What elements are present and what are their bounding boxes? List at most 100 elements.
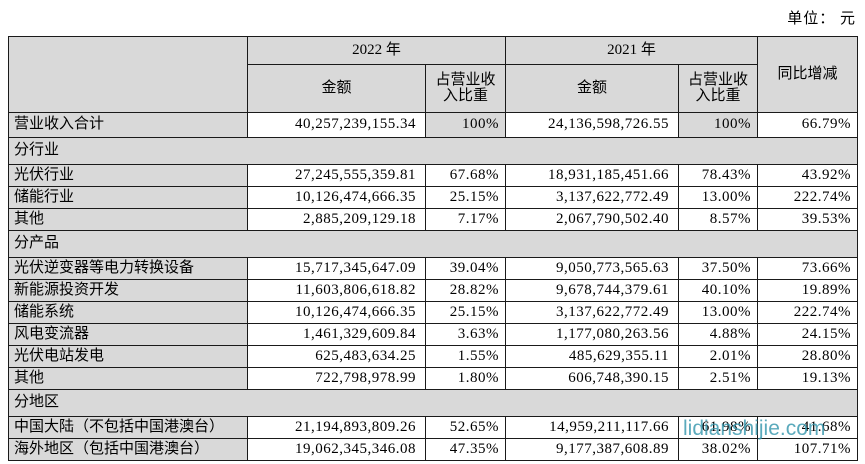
row-label: 营业收入合计 — [8, 112, 248, 138]
amount-2022: 722,798,978.99 — [247, 367, 426, 390]
pct-2021: 2.01% — [678, 345, 759, 368]
row-label: 新能源投资开发 — [8, 279, 248, 302]
pct-2021: 61.98% — [678, 416, 759, 439]
yoy-value: 39.53% — [757, 208, 859, 231]
table-body: 营业收入合计 40,257,239,155.34 100% 24,136,598,72… — [7, 112, 859, 461]
yoy-value: 66.79% — [757, 112, 859, 138]
pct-2021-header: 占营业收入比重 — [678, 64, 759, 113]
pct-2021: 37.50% — [678, 257, 759, 280]
table-row: 光伏逆变器等电力转换设备 15,717,345,647.09 39.04% 9,050… — [8, 257, 859, 280]
pct-2021: 2.51% — [678, 367, 759, 390]
row-label: 光伏行业 — [8, 164, 248, 187]
amount-2021: 3,137,622,772.49 — [505, 301, 680, 324]
pct-2021: 8.57% — [678, 208, 759, 231]
year-header-row: 2022 年 2021 年 同比增减 — [8, 36, 859, 113]
pct-2022: 25.15% — [424, 301, 507, 324]
amount-2022: 19,062,345,346.08 — [247, 438, 426, 461]
section-row: 分产品 — [7, 230, 859, 258]
row-label: 其他 — [8, 367, 248, 390]
yoy-value: 73.66% — [757, 257, 859, 280]
table-row: 海外地区（包括中国港澳台） 19,062,345,346.08 47.35% 9,17… — [8, 438, 859, 461]
table-row: 新能源投资开发 11,603,806,618.82 28.82% 9,678,744,… — [8, 279, 859, 302]
pct-2022-header: 占营业收入比重 — [424, 64, 507, 113]
table-row: 中国大陆（不包括中国港澳台） 21,194,893,809.26 52.65% 14,… — [8, 416, 859, 439]
row-label: 海外地区（包括中国港澳台） — [8, 438, 248, 461]
row-label: 光伏逆变器等电力转换设备 — [8, 257, 248, 280]
table-row: 光伏电站发电 625,483,634.25 1.55% 485,629,355.11 2… — [8, 345, 859, 368]
amount-2021: 1,177,080,263.56 — [505, 323, 680, 346]
amount-2021: 9,678,744,379.61 — [505, 279, 680, 302]
amount-2021: 9,177,387,608.89 — [505, 438, 680, 461]
year-2021-header: 2021 年 — [505, 36, 759, 65]
pct-2022: 1.55% — [424, 345, 507, 368]
yoy-value: 24.15% — [757, 323, 859, 346]
section-label: 分产品 — [7, 230, 859, 258]
pct-2022: 3.63% — [424, 323, 507, 346]
amount-2021: 9,050,773,565.63 — [505, 257, 680, 280]
yoy-header: 同比增减 — [757, 36, 859, 113]
yoy-value: 43.92% — [757, 164, 859, 187]
amount-2021: 18,931,185,451.66 — [505, 164, 680, 187]
table-row: 其他 2,885,209,129.18 7.17% 2,067,790,502.40 8… — [8, 208, 859, 231]
yoy-value: 19.89% — [757, 279, 859, 302]
table-row: 风电变流器 1,461,329,609.84 3.63% 1,177,080,263.… — [8, 323, 859, 346]
section-label: 分行业 — [7, 137, 859, 165]
pct-2021: 13.00% — [678, 301, 759, 324]
pct-2022: 47.35% — [424, 438, 507, 461]
amount-2022: 15,717,345,647.09 — [247, 257, 426, 280]
row-label: 储能系统 — [8, 301, 248, 324]
row-label: 光伏电站发电 — [8, 345, 248, 368]
yoy-value: 107.71% — [757, 438, 859, 461]
table-row: 其他 722,798,978.99 1.80% 606,748,390.15 2.51%… — [8, 367, 859, 390]
table-row: 储能行业 10,126,474,666.35 25.15% 3,137,622,772… — [8, 186, 859, 209]
pct-2022: 1.80% — [424, 367, 507, 390]
amount-2022-header: 金额 — [247, 64, 426, 113]
amount-2022: 10,126,474,666.35 — [247, 186, 426, 209]
pct-2022: 7.17% — [424, 208, 507, 231]
section-label: 分地区 — [7, 389, 859, 417]
corner-cell — [8, 36, 248, 113]
amount-2021: 14,959,211,117.66 — [505, 416, 680, 439]
amount-2022: 10,126,474,666.35 — [247, 301, 426, 324]
pct-2021: 4.88% — [678, 323, 759, 346]
unit-label: 单位： 元 — [787, 11, 856, 27]
amount-2021-header: 金额 — [505, 64, 680, 113]
row-label: 储能行业 — [8, 186, 248, 209]
amount-2022: 2,885,209,129.18 — [247, 208, 426, 231]
amount-2022: 40,257,239,155.34 — [247, 112, 426, 138]
amount-2021: 24,136,598,726.55 — [505, 112, 680, 138]
pct-2022: 100% — [424, 112, 507, 138]
amount-2022: 27,245,555,359.81 — [247, 164, 426, 187]
pct-2022: 25.15% — [424, 186, 507, 209]
pct-2022: 52.65% — [424, 416, 507, 439]
amount-2022: 1,461,329,609.84 — [247, 323, 426, 346]
table-row: 光伏行业 27,245,555,359.81 67.68% 18,931,185,45… — [8, 164, 859, 187]
pct-2021: 13.00% — [678, 186, 759, 209]
pct-2022: 67.68% — [424, 164, 507, 187]
yoy-value: 222.74% — [757, 186, 859, 209]
yoy-value: 222.74% — [757, 301, 859, 324]
row-label: 其他 — [8, 208, 248, 231]
amount-2021: 606,748,390.15 — [505, 367, 680, 390]
section-row: 分行业 — [7, 137, 859, 165]
year-2022-header: 2022 年 — [246, 36, 507, 65]
table-header: 2022 年 2021 年 同比增减 金额 占营业收入比重 金额 占营业收入比重 — [8, 36, 859, 113]
pct-2022: 39.04% — [424, 257, 507, 280]
table-row: 储能系统 10,126,474,666.35 25.15% 3,137,622,772… — [8, 301, 859, 324]
amount-2021: 485,629,355.11 — [505, 345, 680, 368]
yoy-value: 19.13% — [757, 367, 859, 390]
amount-2022: 11,603,806,618.82 — [247, 279, 426, 302]
amount-2021: 2,067,790,502.40 — [505, 208, 680, 231]
pct-2021: 38.02% — [678, 438, 759, 461]
sub-header-row: 金额 占营业收入比重 金额 占营业收入比重 — [9, 64, 858, 113]
pct-2022: 28.82% — [424, 279, 507, 302]
yoy-value: 41.68% — [757, 416, 859, 439]
table-row: 营业收入合计 40,257,239,155.34 100% 24,136,598,72… — [8, 112, 859, 138]
yoy-value: 28.80% — [757, 345, 859, 368]
pct-2021: 78.43% — [678, 164, 759, 187]
revenue-breakdown-table: 2022 年 2021 年 同比增减 金额 占营业收入比重 金额 占营业收入比重… — [7, 36, 859, 461]
amount-2021: 3,137,622,772.49 — [505, 186, 680, 209]
pct-2021: 100% — [678, 112, 759, 138]
amount-2022: 21,194,893,809.26 — [247, 416, 426, 439]
